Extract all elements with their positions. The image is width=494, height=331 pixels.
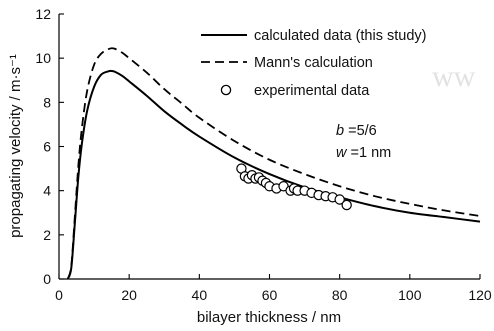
y-tick-label: 10 bbox=[35, 50, 51, 66]
annotation-b-value: =5/6 bbox=[344, 123, 377, 139]
legend: calculated data (this study) Mann's calc… bbox=[201, 28, 426, 99]
calculated-data-line bbox=[66, 69, 481, 280]
y-tick-label: 2 bbox=[43, 227, 51, 243]
axis-ticks bbox=[58, 13, 481, 280]
watermark-text: ww bbox=[432, 60, 476, 93]
y-axis-title: propagating velocity / m·s⁻¹ bbox=[7, 54, 24, 238]
y-tick-labels: 0 2 4 6 8 10 12 bbox=[35, 6, 51, 287]
plot-series bbox=[66, 47, 481, 280]
y-tick-label: 0 bbox=[43, 271, 51, 287]
y-tick-label: 4 bbox=[43, 183, 51, 199]
x-axis-title: bilayer thickness / nm bbox=[197, 309, 341, 326]
x-tick-label: 40 bbox=[192, 287, 208, 303]
experimental-data-point bbox=[334, 194, 345, 205]
legend-label-mann: Mann's calculation bbox=[254, 55, 373, 71]
legend-label-experimental: experimental data bbox=[254, 83, 370, 99]
y-tick-label: 6 bbox=[43, 139, 51, 155]
x-tick-label: 80 bbox=[332, 287, 348, 303]
mann-calculation-line bbox=[66, 47, 481, 280]
x-tick-labels: 0 20 40 60 80 100 120 bbox=[55, 287, 492, 303]
x-tick-label: 20 bbox=[121, 287, 137, 303]
x-tick-label: 100 bbox=[398, 287, 422, 303]
annotation-w-value: =1 nm bbox=[346, 145, 391, 161]
y-tick-label: 8 bbox=[43, 94, 51, 110]
experimental-data-point bbox=[341, 199, 352, 211]
legend-circle-marker bbox=[220, 84, 232, 96]
annotation-w-symbol: w bbox=[336, 145, 348, 161]
x-tick-label: 0 bbox=[55, 287, 63, 303]
x-tick-label: 120 bbox=[468, 287, 492, 303]
annotation-b-symbol: b bbox=[336, 123, 344, 139]
annotation-w: w =1 nm bbox=[336, 145, 391, 161]
x-tick-label: 60 bbox=[262, 287, 278, 303]
y-tick-label: 12 bbox=[35, 6, 51, 22]
legend-label-calculated: calculated data (this study) bbox=[254, 28, 426, 44]
annotation-b: b =5/6 bbox=[336, 123, 377, 139]
